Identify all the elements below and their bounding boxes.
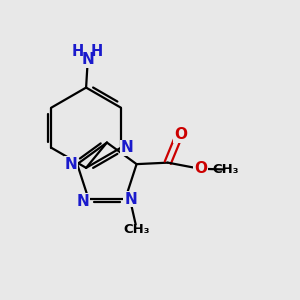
Text: N: N xyxy=(120,140,133,155)
Text: N: N xyxy=(81,52,94,67)
Text: H: H xyxy=(72,44,84,59)
Text: N: N xyxy=(124,191,137,206)
Text: N: N xyxy=(77,194,90,209)
Text: H: H xyxy=(91,44,103,59)
Text: CH₃: CH₃ xyxy=(212,163,238,176)
Text: CH₃: CH₃ xyxy=(123,223,150,236)
Text: O: O xyxy=(174,127,187,142)
Text: O: O xyxy=(194,161,207,176)
Text: N: N xyxy=(64,157,77,172)
